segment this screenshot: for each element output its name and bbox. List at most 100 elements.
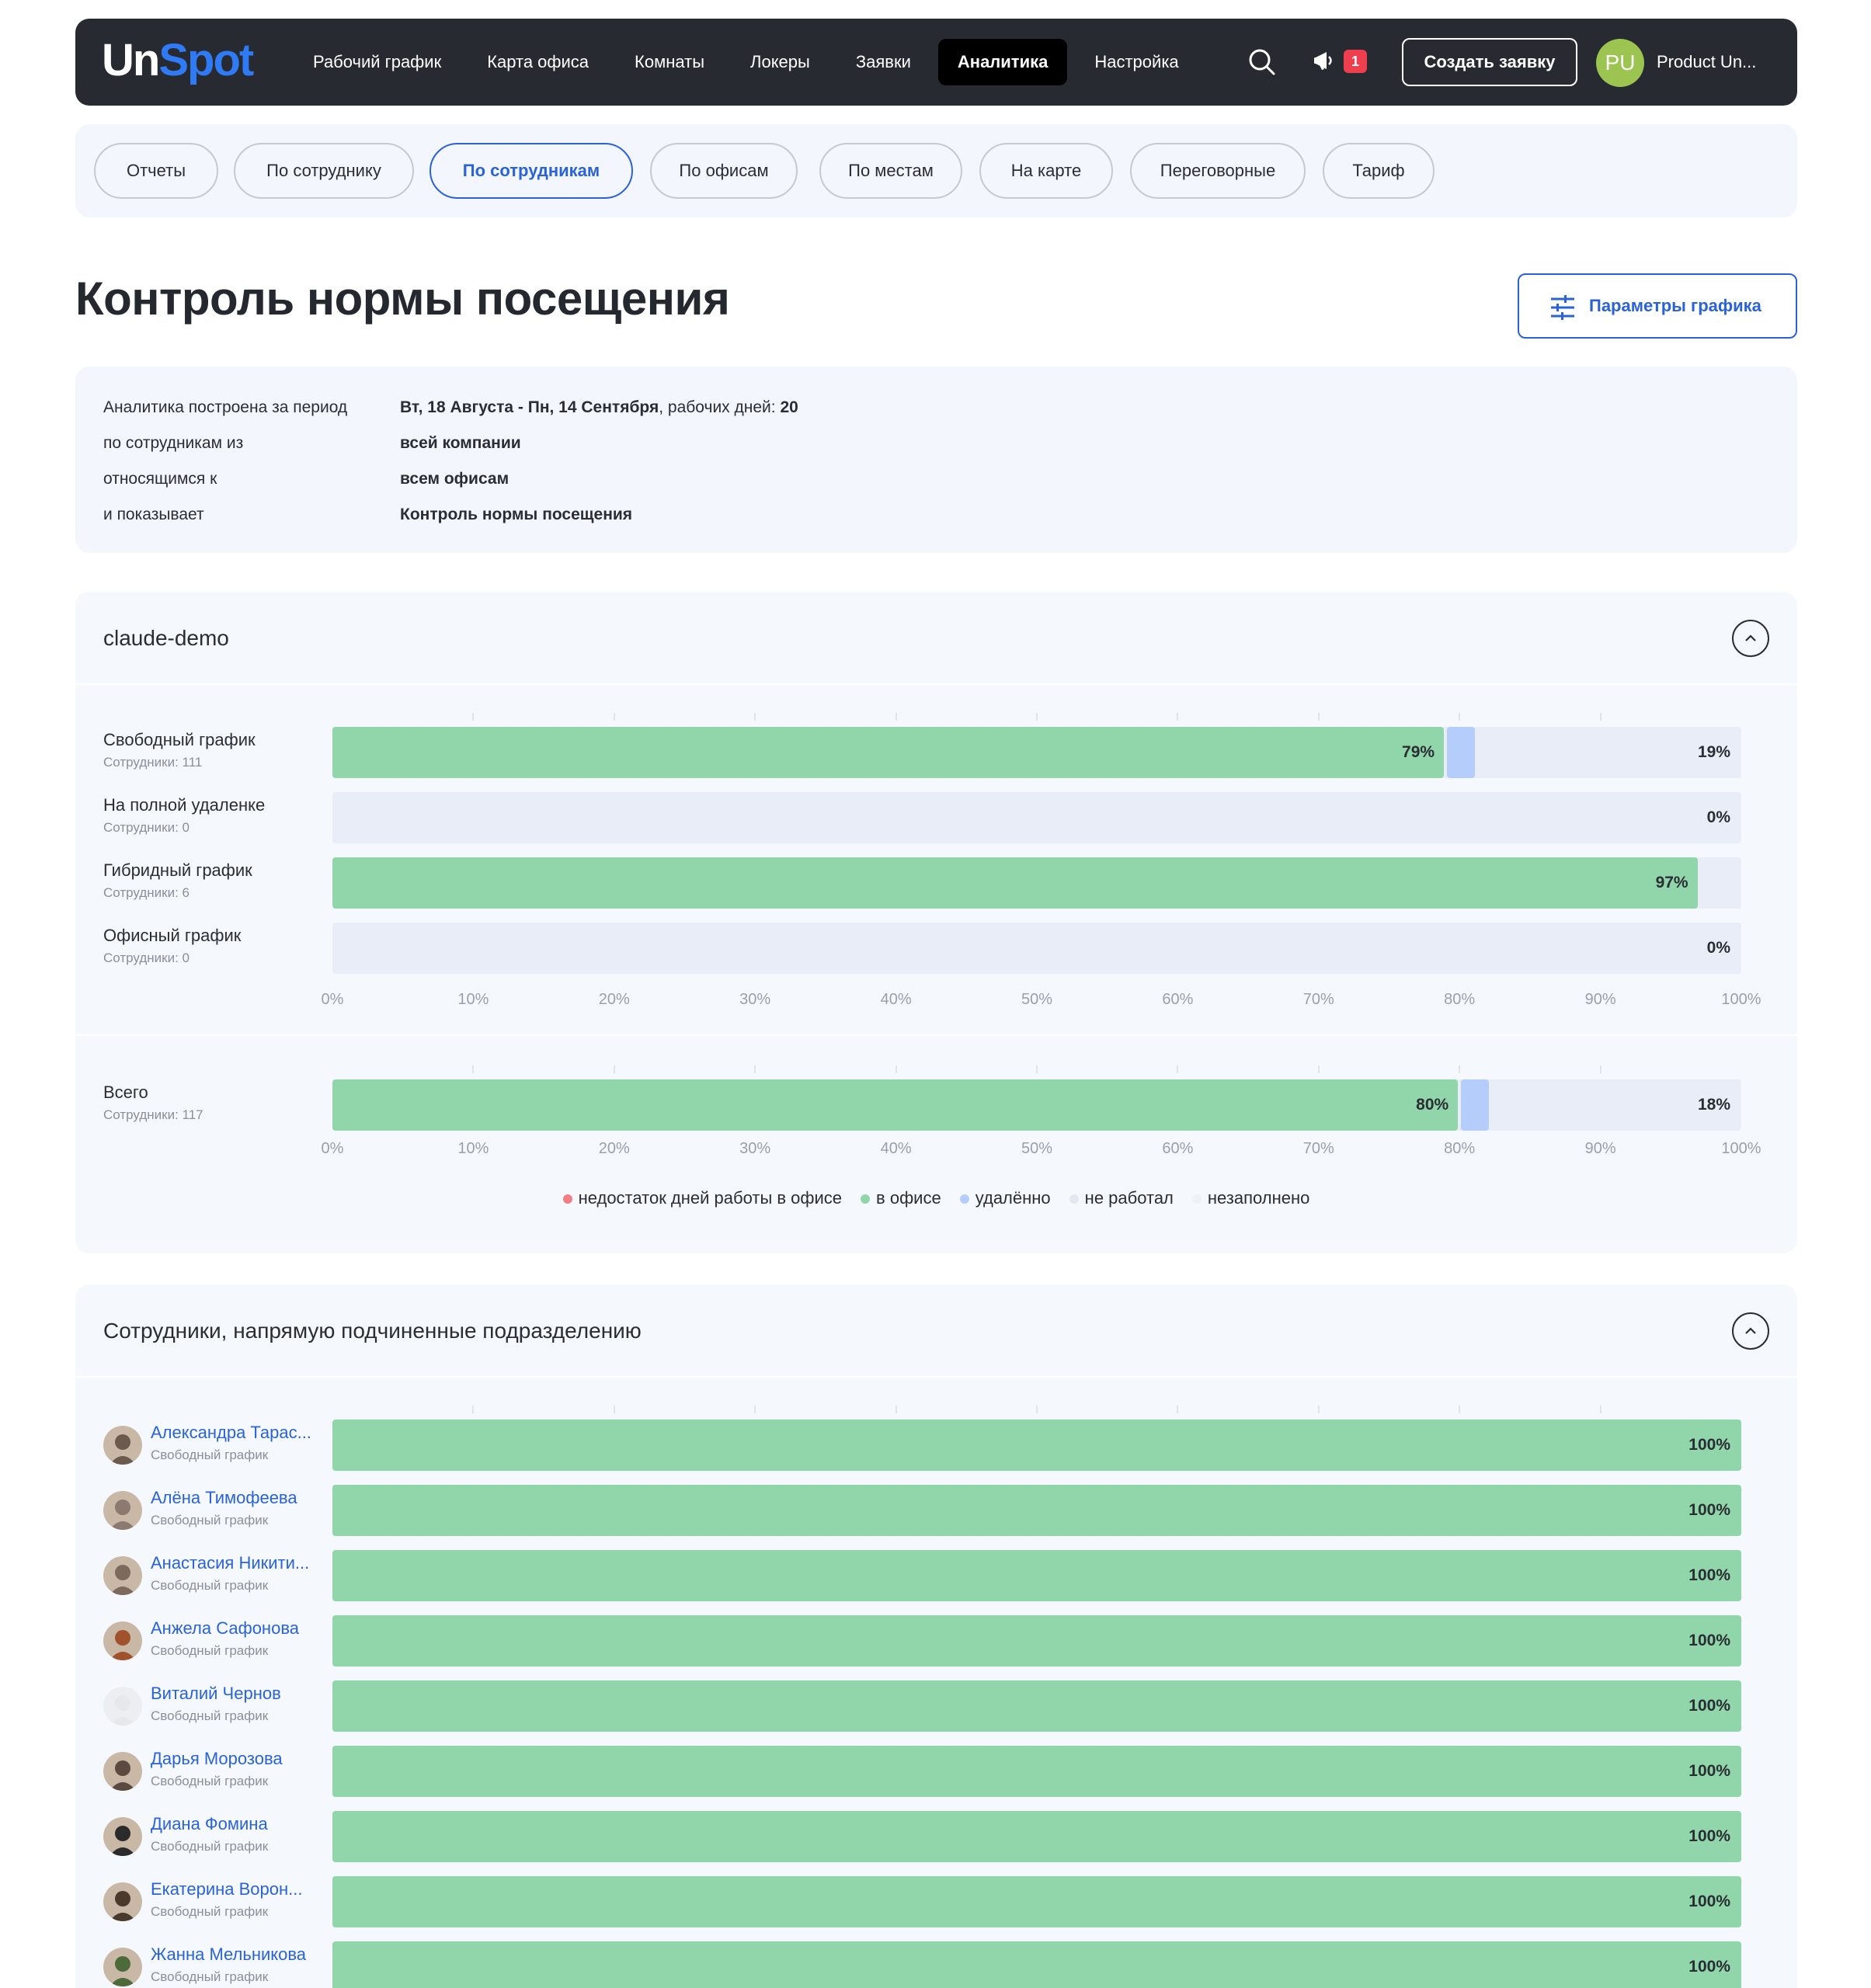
nav-item-3[interactable]: Локеры (750, 52, 810, 71)
unspot-logo[interactable]: UnSpot (102, 35, 254, 85)
legend-dot (1191, 1194, 1202, 1204)
axis-tick (1036, 713, 1038, 721)
bar-in-office (332, 1615, 1741, 1667)
axis-tick (1459, 1406, 1461, 1413)
avatar[interactable] (103, 1882, 142, 1921)
info-row: относящимся к всем офисам (103, 467, 1035, 491)
employee-schedule: Свободный график (151, 1969, 269, 1984)
employee-name-link[interactable]: Алёна Тимофеева (151, 1488, 297, 1507)
nav-item-6[interactable]: Настройка (1094, 52, 1179, 71)
employees-panel-title: Сотрудники, напрямую подчиненные подразд… (103, 1319, 642, 1343)
chart-params-button[interactable]: Параметры графика (1518, 273, 1797, 339)
axis-tick-label: 40% (880, 991, 912, 1008)
employee-name-link[interactable]: Жанна Мельникова (151, 1945, 307, 1964)
employee-row: Дарья Морозова Свободный график 100% (75, 1741, 1797, 1806)
chevron-up-icon (1745, 634, 1756, 641)
chart-row: Офисный график Сотрудники: 0 0% (75, 918, 1797, 983)
bar-track: 79% 19% (332, 727, 1741, 778)
bar-track: 0% (332, 923, 1741, 974)
legend-dot (562, 1194, 572, 1204)
user-name[interactable]: Product Un... (1657, 52, 1757, 71)
bar-value-label: 100% (1688, 1501, 1730, 1519)
employee-name-link[interactable]: Анжела Сафонова (151, 1618, 299, 1638)
nav-item-2[interactable]: Комнаты (635, 52, 705, 71)
top-navbar: UnSpot Рабочий график Карта офиса Комнаты Л… (75, 19, 1797, 106)
axis-tick-label: 20% (598, 991, 630, 1008)
legend-label: незаполнено (1207, 1188, 1310, 1208)
info-value: Вт, 18 Августа - Пн, 14 Сентября, рабочи… (400, 396, 798, 419)
avatar[interactable] (103, 1948, 142, 1986)
bar-not-worked (1702, 857, 1741, 909)
chart-row: Гибридный график Сотрудники: 6 97% (75, 853, 1797, 918)
axis-tick (895, 1065, 897, 1073)
employee-schedule: Свободный график (151, 1643, 269, 1658)
employee-name-link[interactable]: Екатерина Ворон... (151, 1879, 303, 1899)
avatar[interactable] (103, 1752, 142, 1791)
employee-row: Анастасия Никити... Свободный график 100% (75, 1545, 1797, 1611)
tab-6[interactable]: Переговорные (1130, 143, 1306, 199)
employee-name-link[interactable]: Дарья Морозова (151, 1749, 283, 1768)
bar-track: 0% (332, 792, 1741, 843)
bar-category-subtitle: Сотрудники: 6 (103, 885, 190, 900)
employee-schedule: Свободный график (151, 1904, 269, 1919)
bar-value-label: 100% (1688, 1762, 1730, 1780)
tab-0[interactable]: Отчеты (94, 143, 218, 199)
bar-value-label: 18% (1697, 1096, 1730, 1114)
tab-5[interactable]: На карте (979, 143, 1113, 199)
axis-tick-label: 10% (457, 991, 489, 1008)
employee-schedule: Свободный график (151, 1839, 269, 1854)
legend-dot (1069, 1194, 1079, 1204)
legend-label: не работал (1084, 1188, 1174, 1208)
tab-1[interactable]: По сотруднику (234, 143, 414, 199)
axis-tick (754, 713, 756, 721)
avatar[interactable] (103, 1491, 142, 1530)
employees-panel: Сотрудники, напрямую подчиненные подразд… (75, 1284, 1797, 1988)
axis-tick-label: 20% (598, 1140, 630, 1157)
chart-row-total: Всего Сотрудники: 117 80% 18% (75, 1075, 1797, 1140)
search-icon[interactable] (1247, 47, 1277, 77)
info-value-bold: Контроль нормы посещения (400, 506, 633, 523)
avatar[interactable] (103, 1556, 142, 1595)
notification-badge[interactable]: 1 (1344, 50, 1367, 73)
legend-item: недостаток дней работы в офисе (562, 1188, 842, 1208)
page-title: Контроль нормы посещения (75, 273, 730, 325)
avatar[interactable] (103, 1426, 142, 1465)
tab-2[interactable]: По сотрудникам (429, 143, 633, 199)
nav-item-1[interactable]: Карта офиса (487, 52, 589, 71)
tab-7[interactable]: Тариф (1323, 143, 1435, 199)
nav-item-0[interactable]: Рабочий график (313, 52, 442, 71)
bar-category-label: На полной удаленке (103, 795, 266, 815)
info-value-bold: Вт, 18 Августа - Пн, 14 Сентября (400, 398, 659, 416)
bar-track: 100% (332, 1485, 1741, 1536)
info-row: по сотрудникам из всей компании (103, 432, 1035, 455)
collapse-button[interactable] (1732, 620, 1769, 657)
employee-name-link[interactable]: Анастасия Никити... (151, 1553, 310, 1573)
axis-tick (1459, 713, 1461, 721)
employee-name-link[interactable]: Диана Фомина (151, 1814, 268, 1833)
nav-item-4[interactable]: Заявки (855, 52, 911, 71)
chart-params-label: Параметры графика (1589, 296, 1761, 315)
info-value: Контроль нормы посещения (400, 503, 632, 527)
bar-value-label: 0% (1706, 808, 1730, 826)
avatar[interactable] (103, 1621, 142, 1660)
collapse-button[interactable] (1732, 1312, 1769, 1350)
info-row: и показывает Контроль нормы посещения (103, 503, 1035, 527)
info-label: Аналитика построена за период (103, 398, 348, 416)
axis-tick-label: 30% (739, 1140, 771, 1157)
bar-value-label: 19% (1697, 743, 1730, 761)
employee-name-link[interactable]: Виталий Чернов (151, 1684, 281, 1703)
axis-tick-label: 70% (1302, 991, 1334, 1008)
create-request-button[interactable]: Создать заявку (1402, 38, 1577, 86)
axis-tick (1036, 1065, 1038, 1073)
avatar[interactable] (103, 1817, 142, 1856)
avatar[interactable] (103, 1687, 142, 1726)
info-value-text: , рабочих дней: (659, 398, 781, 416)
bar-remote (1461, 1079, 1490, 1131)
megaphone-icon[interactable] (1313, 48, 1337, 73)
tab-3[interactable]: По офисам (650, 143, 798, 199)
nav-item-5[interactable]: Аналитика (937, 39, 1068, 85)
employees-panel-header: Сотрудники, напрямую подчиненные подразд… (75, 1284, 1797, 1378)
avatar[interactable]: PU (1596, 39, 1644, 87)
employee-name-link[interactable]: Александра Тарас... (151, 1423, 311, 1442)
tab-4[interactable]: По местам (819, 143, 962, 199)
